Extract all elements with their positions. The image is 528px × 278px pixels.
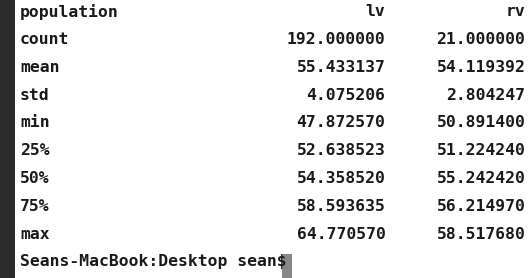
Text: 25%: 25% [20, 143, 50, 158]
Text: 55.242420: 55.242420 [437, 171, 525, 186]
Text: 56.214970: 56.214970 [437, 199, 525, 214]
Text: 192.000000: 192.000000 [287, 32, 385, 47]
Text: 4.075206: 4.075206 [306, 88, 385, 103]
Text: count: count [20, 32, 70, 47]
Text: 58.517680: 58.517680 [437, 227, 525, 242]
Text: 64.770570: 64.770570 [297, 227, 385, 242]
Text: 55.433137: 55.433137 [297, 60, 385, 75]
Bar [0, 0, 15, 278]
Text: 75%: 75% [20, 199, 50, 214]
Text: max: max [20, 227, 50, 242]
Text: 50.891400: 50.891400 [437, 115, 525, 130]
Bar [282, 254, 291, 278]
Text: 50%: 50% [20, 171, 50, 186]
Text: 54.119392: 54.119392 [437, 60, 525, 75]
Text: min: min [20, 115, 50, 130]
Text: rv: rv [506, 4, 525, 19]
Text: 51.224240: 51.224240 [437, 143, 525, 158]
Text: 58.593635: 58.593635 [297, 199, 385, 214]
Text: 54.358520: 54.358520 [297, 171, 385, 186]
Text: Seans-MacBook:Desktop sean$: Seans-MacBook:Desktop sean$ [20, 254, 287, 269]
Text: population: population [20, 4, 119, 20]
Text: mean: mean [20, 60, 60, 75]
Text: 21.000000: 21.000000 [437, 32, 525, 47]
Text: lv: lv [366, 4, 385, 19]
Text: 52.638523: 52.638523 [297, 143, 385, 158]
Text: 2.804247: 2.804247 [446, 88, 525, 103]
Text: 47.872570: 47.872570 [297, 115, 385, 130]
Text: std: std [20, 88, 50, 103]
